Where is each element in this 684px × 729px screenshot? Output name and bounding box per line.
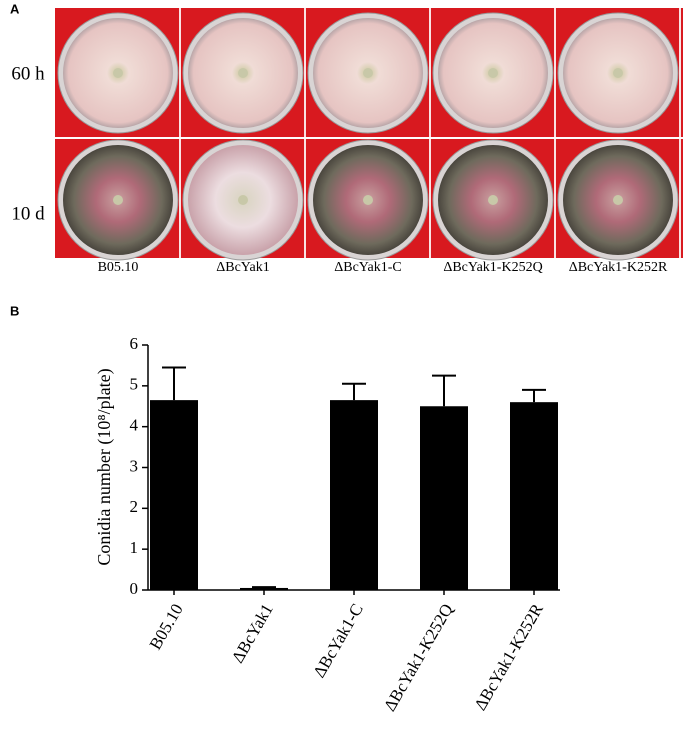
y-tick-label: 0: [130, 579, 139, 598]
inoculum: [488, 195, 498, 205]
y-tick-label: 1: [130, 538, 139, 557]
strain-label: ΔBcYak1: [216, 260, 269, 275]
x-tick-label: ΔBcYak1-C: [309, 600, 366, 680]
y-axis-label: Conidia number (10⁸/plate): [94, 368, 115, 565]
inoculum: [613, 195, 623, 205]
bar: [150, 400, 198, 590]
plate-photos: [55, 8, 683, 261]
error-bar: [342, 382, 366, 401]
y-tick-label: 4: [130, 416, 139, 435]
strain-label: ΔBcYak1-K252R: [569, 260, 668, 275]
inoculum: [363, 195, 373, 205]
x-tick-label: ΔBcYak1-K252Q: [380, 600, 457, 714]
bar: [240, 587, 288, 590]
error-bar: [252, 586, 276, 589]
bar: [420, 406, 468, 590]
x-tick-label: B05.10: [146, 600, 187, 652]
x-tick-label: ΔBcYak1-K252R: [471, 600, 548, 714]
inoculum: [238, 195, 248, 205]
row-label: 10 d: [11, 203, 45, 224]
x-tick-label: ΔBcYak1: [228, 600, 277, 666]
inoculum: [113, 68, 123, 78]
strain-label: ΔBcYak1-C: [334, 260, 401, 275]
error-bar: [522, 388, 546, 403]
inoculum: [613, 68, 623, 78]
error-bar: [432, 374, 456, 407]
panel-label: A: [10, 1, 20, 16]
y-tick-label: 5: [130, 375, 139, 394]
y-tick-label: 2: [130, 497, 139, 516]
inoculum: [238, 68, 248, 78]
inoculum: [363, 68, 373, 78]
bar: [330, 400, 378, 590]
strain-label: ΔBcYak1-K252Q: [443, 260, 542, 275]
bar: [510, 402, 558, 590]
inoculum: [488, 68, 498, 78]
y-tick-label: 3: [130, 456, 139, 475]
inoculum: [113, 195, 123, 205]
panel-label: B: [10, 303, 19, 318]
strain-label: B05.10: [98, 260, 139, 275]
y-tick-label: 6: [130, 334, 139, 353]
row-label: 60 h: [11, 63, 45, 84]
error-bar: [162, 366, 186, 401]
